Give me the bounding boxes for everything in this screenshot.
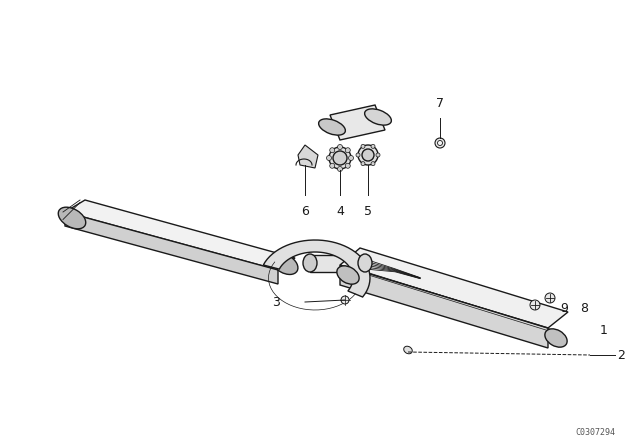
Ellipse shape — [356, 153, 360, 157]
Text: 6: 6 — [301, 205, 309, 218]
Ellipse shape — [303, 254, 317, 272]
Text: 2: 2 — [617, 349, 625, 362]
Ellipse shape — [345, 148, 350, 153]
Text: 9: 9 — [560, 302, 568, 314]
Ellipse shape — [319, 119, 346, 135]
Polygon shape — [298, 145, 318, 168]
Ellipse shape — [371, 162, 375, 166]
Polygon shape — [310, 255, 365, 272]
Ellipse shape — [337, 145, 342, 150]
Text: 5: 5 — [364, 205, 372, 218]
Ellipse shape — [272, 254, 298, 275]
Ellipse shape — [330, 148, 335, 153]
Ellipse shape — [371, 144, 375, 148]
Polygon shape — [263, 240, 370, 297]
Ellipse shape — [58, 207, 86, 229]
Polygon shape — [340, 265, 548, 348]
Ellipse shape — [345, 163, 350, 168]
Ellipse shape — [362, 149, 374, 161]
Polygon shape — [330, 105, 385, 140]
Text: 1: 1 — [600, 323, 608, 336]
Ellipse shape — [376, 153, 380, 157]
Ellipse shape — [358, 254, 372, 272]
Ellipse shape — [530, 300, 540, 310]
Ellipse shape — [545, 293, 555, 303]
Ellipse shape — [361, 144, 365, 148]
Ellipse shape — [365, 109, 392, 125]
Text: 4: 4 — [336, 205, 344, 218]
Ellipse shape — [349, 155, 353, 160]
Text: 7: 7 — [436, 97, 444, 110]
Polygon shape — [65, 200, 295, 270]
Ellipse shape — [337, 266, 359, 284]
Ellipse shape — [341, 296, 349, 304]
Ellipse shape — [404, 346, 412, 354]
Ellipse shape — [330, 163, 335, 168]
Ellipse shape — [545, 329, 567, 347]
Polygon shape — [340, 248, 568, 328]
Ellipse shape — [358, 145, 378, 165]
Ellipse shape — [438, 141, 442, 146]
Text: C0307294: C0307294 — [575, 427, 615, 436]
Ellipse shape — [329, 147, 351, 169]
Ellipse shape — [337, 167, 342, 172]
Polygon shape — [65, 212, 278, 284]
Ellipse shape — [333, 151, 347, 165]
Ellipse shape — [326, 155, 332, 160]
Text: 3: 3 — [272, 296, 280, 309]
Ellipse shape — [435, 138, 445, 148]
Text: 8: 8 — [580, 302, 588, 314]
Ellipse shape — [361, 162, 365, 166]
